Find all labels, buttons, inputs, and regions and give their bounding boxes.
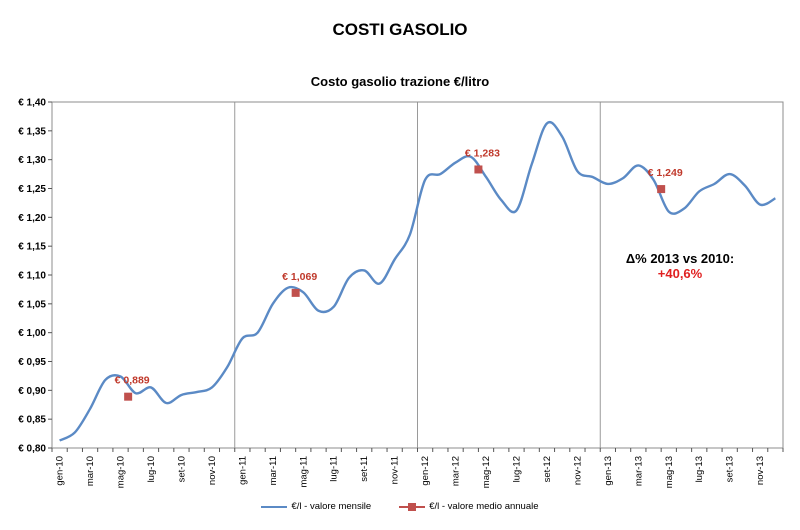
chart-subtitle: Costo gasolio trazione €/litro xyxy=(310,74,490,89)
legend-item-annual: €/l - valore medio annuale xyxy=(399,501,539,512)
delta-annotation-label: Δ% 2013 vs 2010: xyxy=(625,251,735,266)
x-tick-label: nov-11 xyxy=(390,456,401,484)
y-tick-label: € 1,00 xyxy=(18,328,46,339)
legend: €/l - valore mensile €/l - valore medio … xyxy=(0,501,800,512)
legend-marker-icon xyxy=(399,502,426,511)
series-line-monthly xyxy=(59,121,776,442)
annual-average-marker xyxy=(291,288,300,297)
y-tick-label: € 1,05 xyxy=(18,299,46,310)
y-tick-label: € 1,40 xyxy=(18,98,46,109)
y-tick-label: € 1,35 xyxy=(18,126,46,137)
y-tick-label: € 1,25 xyxy=(18,184,46,195)
x-tick-label: mar-12 xyxy=(451,456,462,486)
x-tick-label: mag-13 xyxy=(664,456,675,488)
annual-average-label: € 1,069 xyxy=(282,271,317,283)
x-tick-label: gen-10 xyxy=(55,456,66,486)
annual-average-label: € 0,889 xyxy=(115,375,150,387)
y-tick-label: € 1,15 xyxy=(18,242,46,253)
x-tick-label: set-13 xyxy=(725,456,736,482)
x-tick-label: gen-13 xyxy=(603,456,614,486)
x-tick-label: mar-11 xyxy=(268,456,279,485)
x-tick-label: gen-12 xyxy=(420,456,431,486)
delta-annotation: Δ% 2013 vs 2010: +40,6% xyxy=(605,251,755,281)
y-tick-label: € 0,95 xyxy=(18,357,46,368)
x-tick-label: lug-13 xyxy=(694,456,705,482)
series-layer xyxy=(59,121,776,442)
legend-label-annual: €/l - valore medio annuale xyxy=(429,501,539,512)
marker-layer: € 0,889 € 1,069 € 1,283 € 1,249 xyxy=(115,147,683,401)
x-tick-label: nov-13 xyxy=(755,456,766,485)
annual-average-marker xyxy=(474,165,483,174)
legend-item-monthly: €/l - valore mensile xyxy=(261,501,371,512)
legend-line-icon xyxy=(261,505,288,508)
delta-annotation-value: +40,6% xyxy=(657,266,703,281)
page-title: COSTI GASOLIO xyxy=(332,20,468,39)
x-tick-label: lug-10 xyxy=(146,456,157,482)
x-tick-label: set-12 xyxy=(542,456,553,482)
y-tick-label: € 1,30 xyxy=(18,155,46,166)
x-tick-label: mag-10 xyxy=(116,456,127,488)
x-tick-label: mar-13 xyxy=(633,456,644,486)
x-tick-label: gen-11 xyxy=(237,456,248,485)
annual-average-label: € 1,249 xyxy=(648,167,683,179)
x-tick-label: nov-10 xyxy=(207,456,218,485)
legend-label-monthly: €/l - valore mensile xyxy=(291,501,372,512)
y-tick-label: € 0,85 xyxy=(18,415,46,426)
annual-average-label: € 1,283 xyxy=(465,147,500,159)
x-tick-label: mag-12 xyxy=(481,456,492,488)
x-tick-label: mag-11 xyxy=(298,456,309,488)
y-tick-label: € 1,10 xyxy=(18,271,46,282)
x-tick-label: set-11 xyxy=(359,456,370,482)
grid-layer xyxy=(234,102,601,448)
y-tick-label: € 0,80 xyxy=(18,444,46,455)
x-tick-label: nov-12 xyxy=(572,456,583,485)
annual-average-marker xyxy=(657,185,666,194)
x-tick-label: lug-12 xyxy=(511,456,522,482)
y-tick-label: € 1,20 xyxy=(18,213,46,224)
axis-layer: € 0,80 € 0,85 € 0,90 € 0,95 € 1,00 € 1,05 € 1,… xyxy=(18,98,784,488)
y-tick-label: € 0,90 xyxy=(18,386,46,397)
annual-average-marker xyxy=(124,392,133,401)
x-tick-label: mar-10 xyxy=(85,456,96,486)
x-tick-label: lug-11 xyxy=(329,456,340,482)
x-tick-label: set-10 xyxy=(176,456,187,482)
